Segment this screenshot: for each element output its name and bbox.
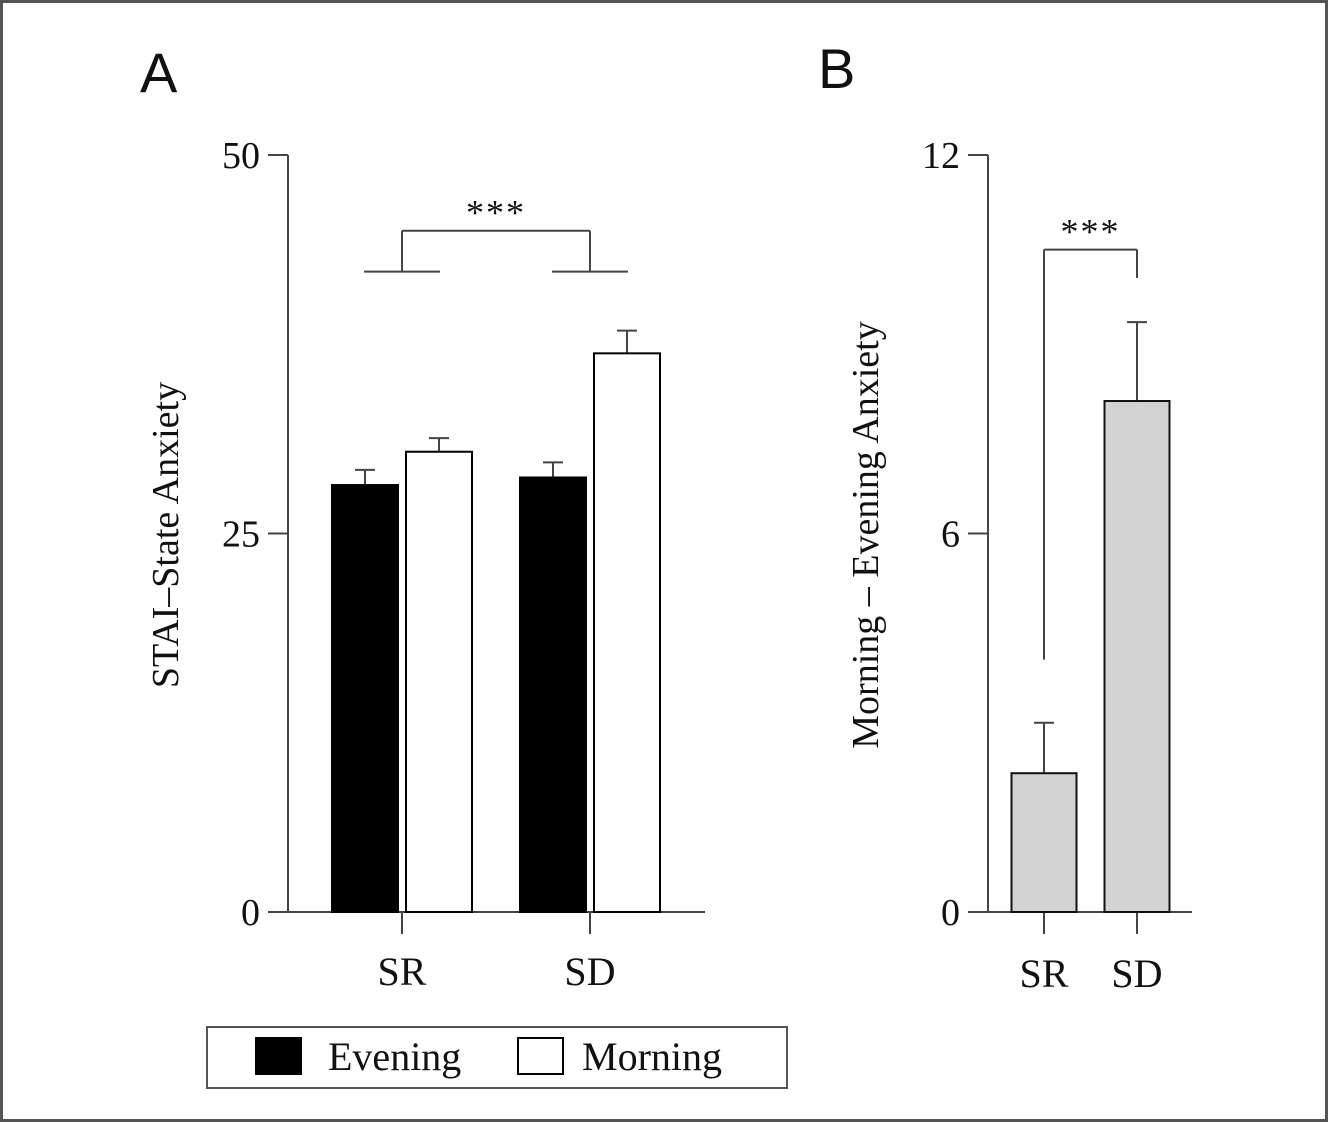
panel-b-bar [1103,400,1171,913]
panel-a-letter: A [140,41,178,104]
panel-a-bar [593,352,661,914]
panel-b-x-tick-label: SR [1020,951,1069,996]
panel-a-bar [331,484,399,913]
panel-a-axes: 0 25 50 SR SD [222,135,705,994]
panel-b-y-tick-label: 12 [922,135,960,177]
panel-a-y-axis-title: STAI–State Anxiety [145,382,187,688]
panel-b-significance [1043,248,1138,660]
panel-b-y-axis-title: Morning – Evening Anxiety [845,321,887,748]
panel-a-y-tick-label: 0 [241,892,260,934]
panel-a-x-tick-label: SR [378,949,427,994]
legend-label-evening: Evening [328,1034,461,1079]
legend-label-morning: Morning [582,1034,722,1079]
panel-b-bar [1010,772,1078,914]
panel-a-y-tick-label: 50 [222,135,260,177]
legend-swatch-morning [517,1037,564,1075]
panel-a-significance [364,229,628,273]
panel-b-y-tick-label: 0 [941,892,960,934]
panel-b-letter: B [818,37,855,100]
legend-swatch-evening [255,1037,302,1075]
panel-b-y-tick-label: 6 [941,514,960,556]
panel-a-y-tick-label: 25 [222,514,260,556]
panel-a-significance-label: *** [466,193,526,233]
legend: Evening Morning [206,1026,788,1089]
panel-a: A STAI–State Anxiety 0 25 50 SR SD *** Eveni… [140,41,788,1089]
panel-b-significance-label: *** [1061,212,1121,252]
panel-a-bar [405,450,473,913]
panel-b-x-tick-label: SD [1111,951,1162,996]
panel-a-bars [331,329,661,914]
panel-a-x-tick-label: SD [564,949,615,994]
panel-a-bar [519,476,587,913]
panel-b: B Morning – Evening Anxiety 0 6 12 SR SD *** [818,37,1192,996]
panel-b-axes: 0 6 12 SR SD [922,135,1192,996]
panel-b-bars [1010,321,1171,914]
legend-box [206,1026,788,1089]
